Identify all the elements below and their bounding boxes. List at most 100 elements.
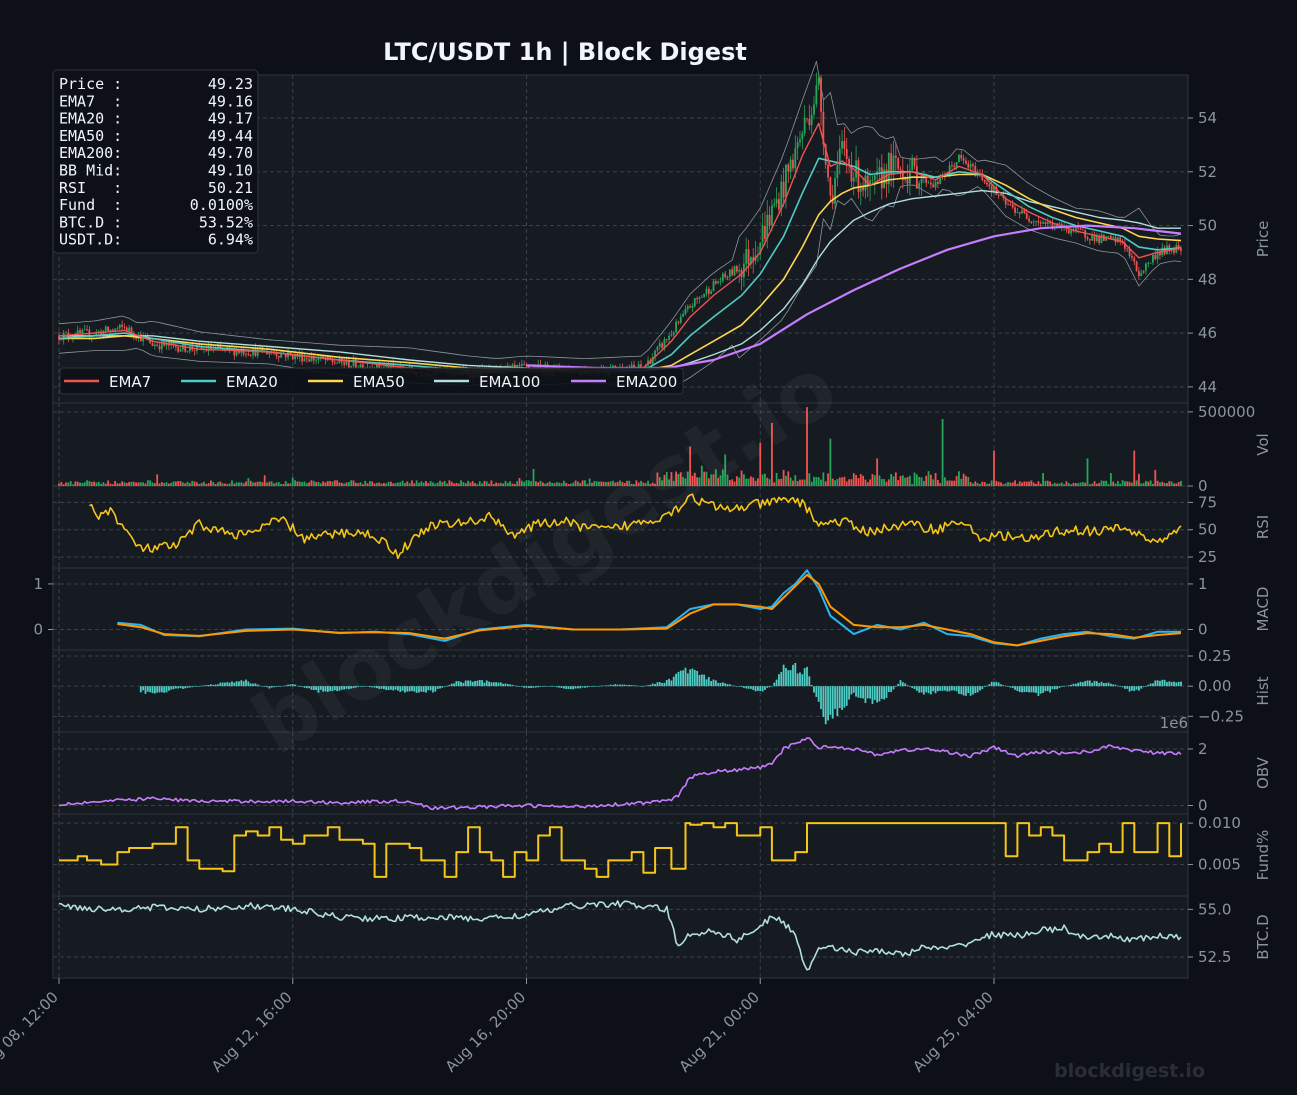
volume-bar	[79, 482, 81, 486]
volume-bar	[693, 472, 696, 486]
volume-bar	[857, 478, 860, 486]
macd-hist-bar	[890, 686, 893, 693]
macd-hist-bar	[740, 686, 743, 688]
volume-bar	[1074, 483, 1077, 486]
candle-body	[1000, 194, 1002, 196]
volume-bar	[838, 477, 841, 486]
candle-body	[1086, 237, 1089, 240]
candle-body	[107, 326, 109, 331]
volume-bar	[1028, 481, 1030, 486]
macd-hist-bar	[742, 686, 745, 688]
macd-hist-bar	[995, 681, 998, 687]
volume-bar	[492, 484, 495, 486]
volume-bar	[247, 478, 250, 486]
volume-bar	[450, 481, 453, 486]
candle-body	[735, 266, 738, 272]
volume-bar	[864, 479, 867, 486]
volume-bar	[1016, 483, 1019, 486]
macd-hist-bar	[808, 676, 811, 687]
candle-body	[317, 358, 320, 360]
candle-body	[123, 326, 126, 328]
macd-hist-bar	[733, 685, 736, 687]
volume-bar	[1025, 481, 1028, 486]
volume-bar	[649, 483, 652, 486]
macd-hist-bar	[1098, 682, 1101, 687]
candle-body	[361, 364, 364, 370]
candle-body	[1133, 257, 1136, 262]
macd-panel	[52, 567, 1189, 651]
candle-body	[1079, 228, 1082, 230]
legend-label-ema20: EMA20	[226, 373, 278, 391]
candle-body	[1007, 204, 1009, 206]
macd-hist-bar	[464, 680, 467, 687]
candle-body	[130, 327, 133, 334]
info-label: USDT.D:	[59, 231, 122, 249]
candle-body	[527, 365, 530, 369]
macd-hist-bar	[892, 686, 895, 690]
candle-body	[172, 342, 175, 345]
volume-bar	[312, 480, 315, 486]
volume-bar	[516, 481, 519, 486]
macd-hist-bar	[1163, 679, 1166, 687]
volume-bar	[399, 482, 402, 486]
candle-body	[925, 175, 928, 183]
info-label: EMA50 :	[59, 127, 122, 145]
candle-body	[661, 343, 663, 348]
macd-hist-bar	[799, 672, 801, 687]
macd-hist-bar	[710, 680, 713, 687]
macd-hist-bar	[196, 686, 198, 687]
candle-body	[1023, 210, 1026, 214]
volume-bar	[778, 479, 780, 486]
macd-hist-bar	[1077, 682, 1080, 687]
macd-hist-bar	[324, 686, 327, 692]
candle-body	[813, 104, 815, 115]
macd-hist-bar	[712, 679, 715, 687]
price-tick-label: 46	[1198, 324, 1217, 342]
candle-body	[153, 344, 156, 347]
macd-hist-bar	[817, 686, 820, 702]
macd-hist-bar	[555, 686, 558, 688]
macd-hist-bar	[679, 670, 682, 687]
macd-hist-bar	[1138, 686, 1140, 691]
volume-bar	[1142, 483, 1145, 486]
candle-body	[948, 165, 951, 174]
vol-panel	[52, 402, 1189, 487]
macd-hist-bar	[560, 686, 563, 689]
volume-bar	[1161, 481, 1164, 486]
candle-body	[1046, 222, 1049, 225]
volume-bar	[163, 483, 166, 486]
rsi-panel	[52, 485, 1189, 569]
macd-hist-bar	[139, 686, 142, 693]
candle-body	[160, 341, 163, 350]
volume-bar	[647, 480, 649, 486]
macd-hist-bar	[824, 686, 827, 725]
macd-hist-bar	[661, 683, 663, 687]
volume-bar	[95, 482, 98, 486]
macd-hist-bar	[471, 681, 474, 687]
macd-hist-bar	[460, 681, 462, 687]
macd-hist-bar	[259, 685, 261, 687]
macd-hist-bar	[972, 686, 974, 695]
volume-bar	[520, 480, 523, 486]
volume-bar	[186, 481, 189, 486]
candle-body	[235, 350, 238, 356]
volume-bar	[242, 483, 245, 486]
volume-bar	[233, 483, 236, 486]
rsi-tick-label: 50	[1198, 521, 1217, 539]
macd-hist-bar	[399, 686, 402, 692]
macd-hist-bar	[544, 686, 547, 687]
macd-hist-bar	[747, 686, 750, 689]
candle-body	[60, 339, 63, 341]
volume-bar	[177, 481, 180, 486]
volume-bar	[1032, 482, 1035, 486]
volume-bar	[602, 481, 605, 486]
macd-hist-bar	[813, 686, 815, 693]
ema200-line	[526, 224, 1182, 370]
candle-body	[270, 352, 273, 354]
volume-bar	[941, 418, 944, 486]
volume-bar	[111, 484, 114, 486]
candle-body	[280, 353, 282, 358]
volume-bar	[387, 481, 390, 486]
candle-body	[665, 339, 668, 340]
volume-bar	[191, 480, 194, 486]
